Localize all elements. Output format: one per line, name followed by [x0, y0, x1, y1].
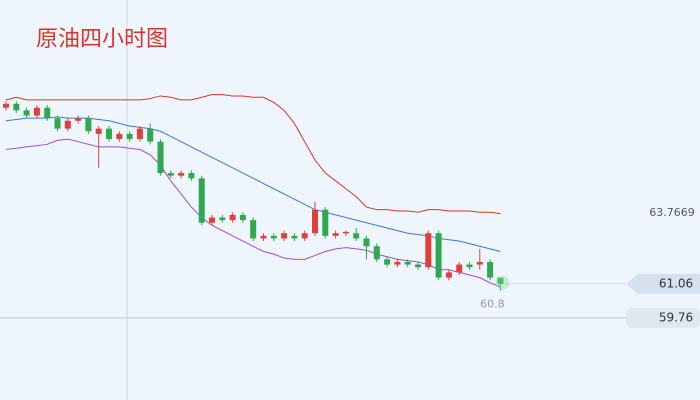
candle-body	[394, 261, 401, 265]
candle-body	[322, 209, 329, 236]
candle-body	[44, 107, 51, 119]
candle-body	[188, 173, 195, 179]
candle-body	[435, 233, 442, 278]
candle-body	[373, 246, 380, 260]
candle-body	[487, 261, 494, 278]
candle-body	[425, 233, 432, 268]
current-price-box	[626, 273, 700, 294]
price-label: 59.76	[659, 310, 693, 324]
candle-body	[384, 259, 391, 265]
band-line	[5, 94, 501, 215]
candle-body	[332, 233, 339, 236]
candle-body	[64, 120, 71, 129]
candle-body	[219, 217, 226, 221]
candle-body	[209, 217, 215, 223]
candle-body	[281, 233, 288, 239]
chart-title: 原油四小时图	[36, 27, 168, 52]
candle-body	[239, 214, 246, 221]
candle-body	[291, 235, 298, 239]
candle-body	[404, 261, 411, 265]
candle-body	[229, 214, 236, 221]
candle-body	[126, 133, 133, 140]
candle-body	[54, 118, 61, 129]
band-label: 63.7669	[649, 206, 695, 219]
candle-body	[445, 272, 452, 278]
candle-body	[476, 261, 483, 265]
candle-body	[33, 107, 40, 116]
live-dot	[495, 275, 510, 290]
candle-body	[3, 103, 9, 108]
candle-body	[23, 110, 30, 116]
candle-body	[178, 173, 185, 176]
candle-body	[116, 133, 123, 140]
candle-body	[136, 128, 143, 140]
candle-body	[497, 277, 504, 284]
candle-body	[342, 231, 349, 234]
candle-body	[456, 264, 463, 273]
candle-body	[106, 128, 112, 140]
current-price-label: 61.06	[659, 276, 693, 290]
candle-body	[198, 178, 205, 223]
candle-body	[95, 128, 102, 134]
candle-body	[466, 264, 473, 268]
candle-body	[260, 235, 267, 239]
candle-body	[13, 103, 20, 111]
candle-body	[415, 264, 421, 268]
candle-body	[312, 209, 318, 234]
candle-body	[250, 220, 257, 239]
candle-body	[167, 173, 174, 176]
candle-body	[157, 141, 164, 174]
candle-body	[353, 233, 360, 239]
candle-body	[301, 233, 308, 239]
candle-body	[75, 118, 82, 121]
low-label: 60.8	[480, 298, 505, 311]
candle-body	[270, 235, 277, 239]
price-box	[626, 307, 700, 328]
candle-body	[363, 238, 370, 247]
candle-body	[147, 128, 154, 142]
candle-body	[85, 118, 92, 132]
